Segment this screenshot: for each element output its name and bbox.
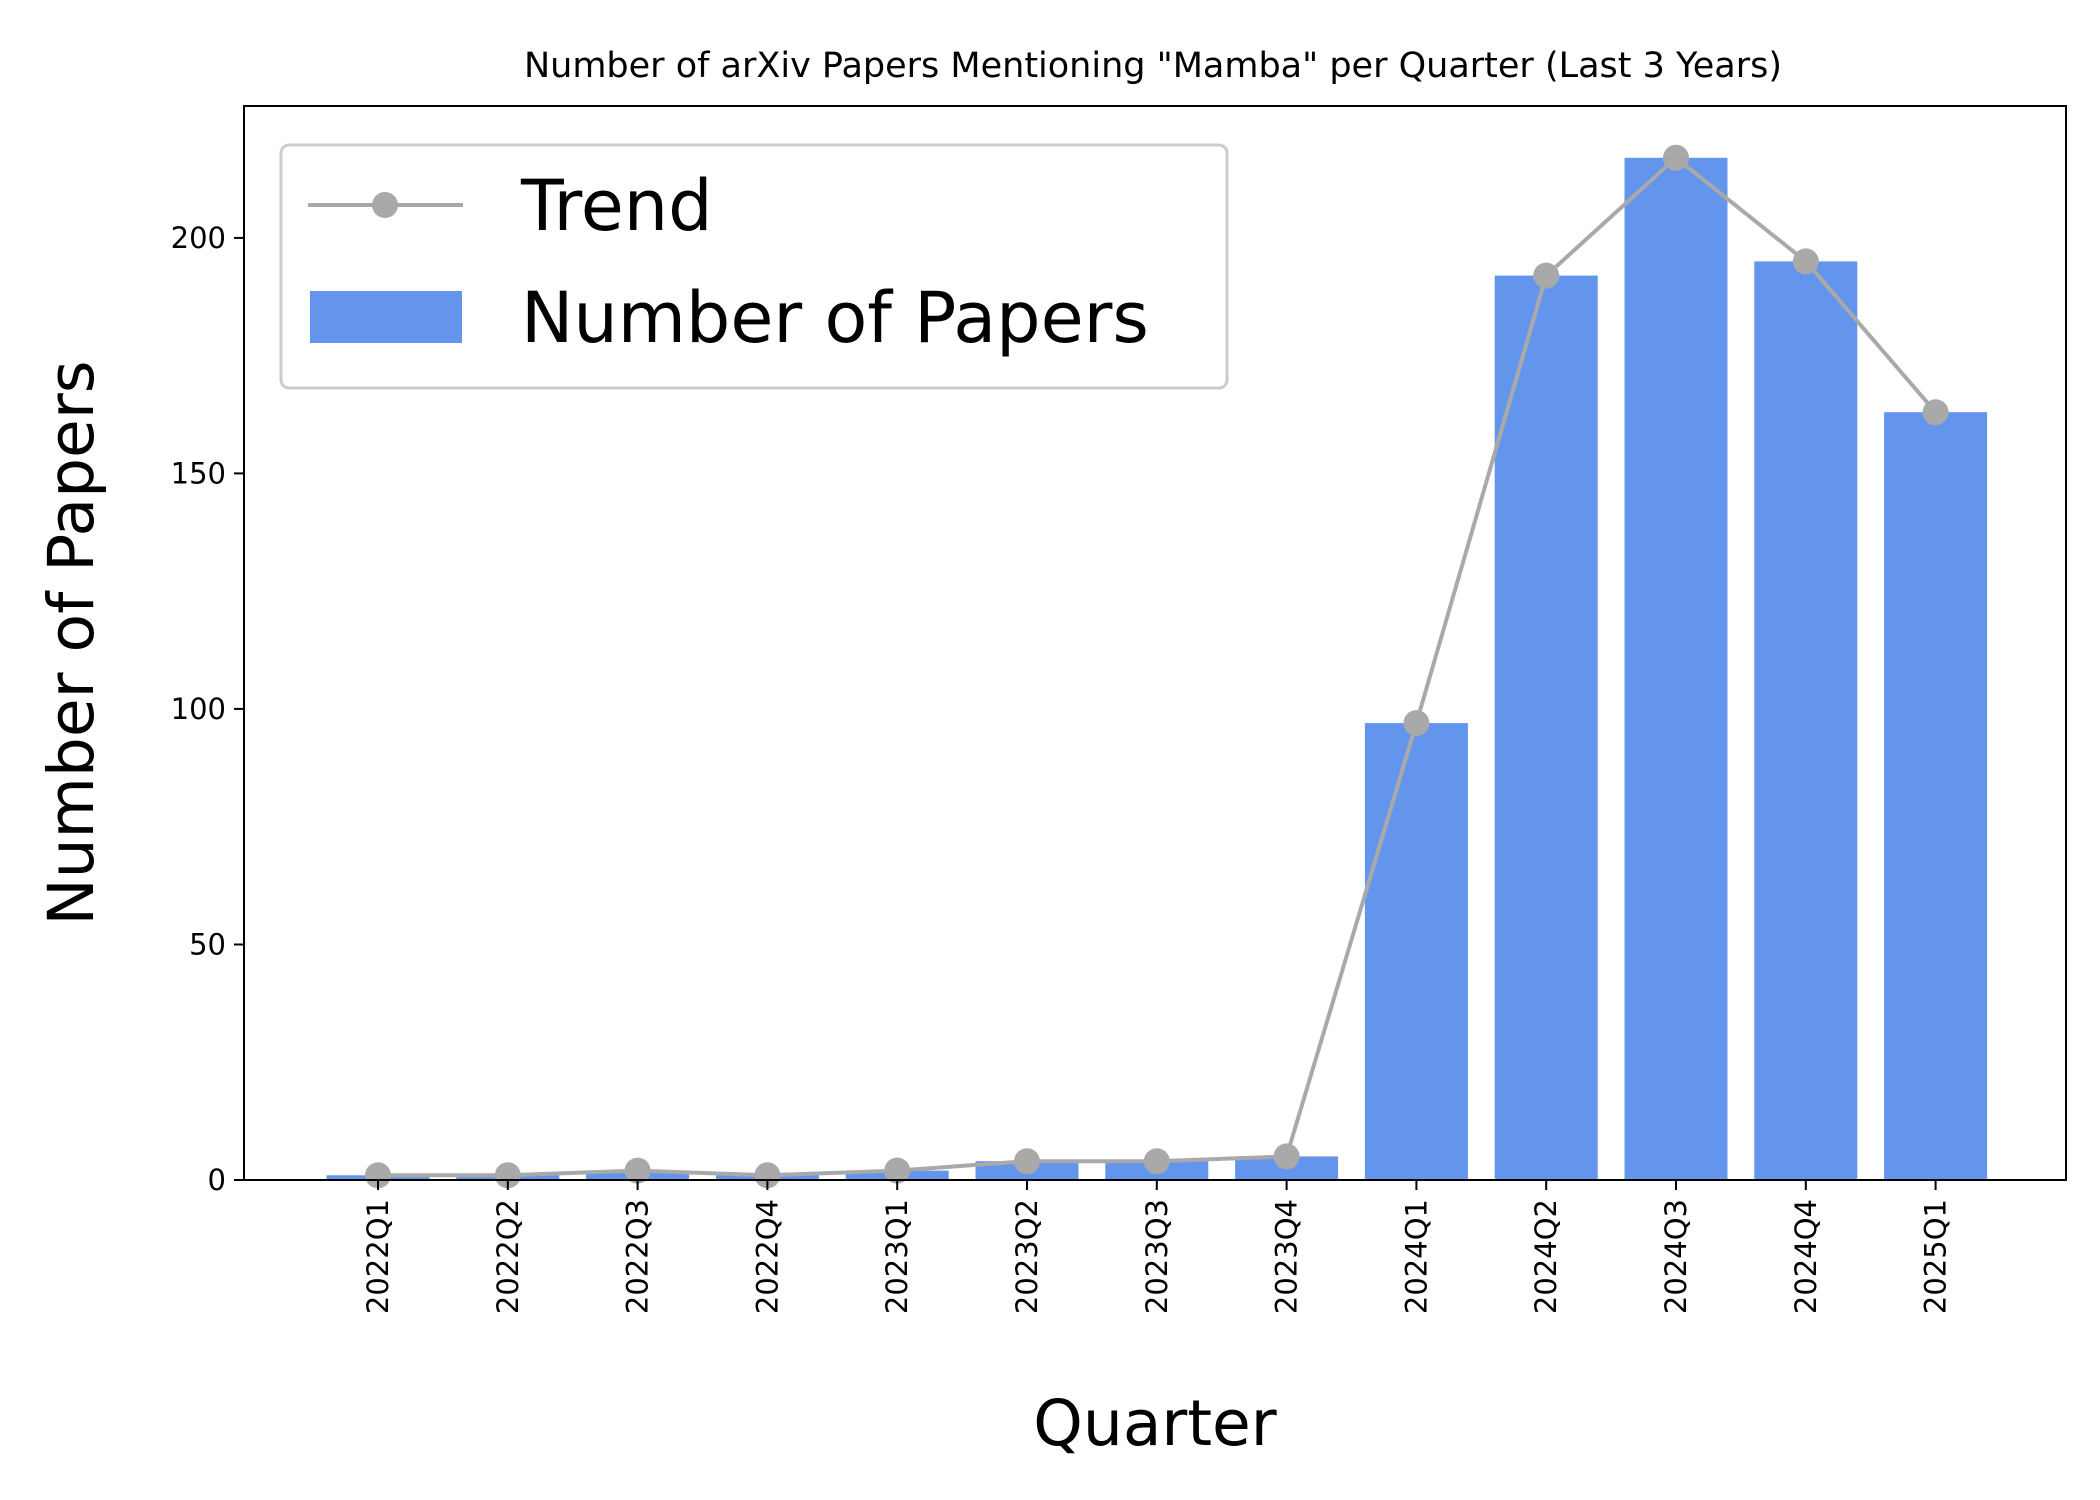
legend-bar-swatch	[310, 291, 462, 343]
trend-point-2023Q4	[1273, 1143, 1300, 1170]
bar-2024Q3	[1624, 157, 1728, 1181]
legend-box	[279, 143, 1229, 390]
bar-2025Q1	[1884, 412, 1988, 1180]
trend-point-2024Q1	[1403, 710, 1430, 737]
bars-group	[326, 157, 1988, 1181]
y-axis: 0 50 100 150 200	[171, 221, 244, 1197]
x-tick-label-2023Q1: 2023Q1	[880, 1199, 914, 1314]
x-tick-label-2023Q2: 2023Q2	[1010, 1199, 1044, 1314]
legend-trend-label: Trend	[520, 165, 713, 247]
bar-2024Q4	[1754, 261, 1858, 1180]
x-tick-label-2024Q3: 2024Q3	[1659, 1199, 1693, 1314]
x-tick-label-2024Q4: 2024Q4	[1789, 1199, 1823, 1314]
plot-frame	[243, 105, 2067, 1181]
y-tick-label-0: 0	[208, 1163, 226, 1197]
x-tick-label-2023Q3: 2023Q3	[1140, 1199, 1174, 1314]
chart-title: Number of arXiv Papers Mentioning "Mamba…	[524, 46, 1782, 86]
y-axis-label: Number of Papers	[35, 360, 108, 925]
bar-2024Q1	[1364, 723, 1468, 1180]
x-tick-label-2022Q3: 2022Q3	[621, 1199, 655, 1314]
trend-point-2025Q1	[1922, 399, 1949, 426]
trend-point-2022Q4	[754, 1162, 781, 1189]
legend-trend-marker	[372, 192, 398, 218]
x-tick-label-2023Q4: 2023Q4	[1270, 1199, 1304, 1314]
y-tick-label-150: 150	[171, 456, 226, 490]
trend-point-2024Q3	[1663, 144, 1689, 171]
x-axis-label: Quarter	[1033, 1387, 1276, 1460]
legend-bar-label: Number of Papers	[521, 277, 1149, 359]
bar-2024Q2	[1494, 275, 1598, 1181]
y-tick-label-50: 50	[189, 928, 226, 962]
legend: Trend Number of Papers	[279, 143, 1229, 390]
x-tick-label-2022Q4: 2022Q4	[750, 1199, 784, 1314]
x-tick-label-2025Q1: 2025Q1	[1919, 1199, 1953, 1314]
trend-point-2022Q2	[494, 1162, 521, 1189]
trend-point-2023Q1	[884, 1157, 911, 1184]
trend-point-2022Q1	[365, 1162, 391, 1189]
x-tick-label-2024Q2: 2024Q2	[1529, 1199, 1563, 1314]
trend-point-2022Q3	[624, 1157, 651, 1184]
trend-point-2024Q2	[1533, 262, 1560, 289]
trend-point-2023Q3	[1143, 1148, 1170, 1175]
x-axis: 2022Q1 2022Q2 2022Q3 2022Q4 2023Q1 2023Q2 2023…	[361, 1180, 1953, 1314]
y-tick-label-200: 200	[171, 221, 226, 255]
trend-point-2023Q2	[1014, 1148, 1040, 1175]
trend-group	[365, 144, 1949, 1189]
x-tick-label-2022Q1: 2022Q1	[361, 1199, 395, 1314]
y-tick-label-100: 100	[171, 692, 226, 726]
x-tick-label-2022Q2: 2022Q2	[491, 1199, 525, 1314]
trend-point-2024Q4	[1792, 248, 1819, 275]
x-tick-label-2024Q1: 2024Q1	[1399, 1199, 1433, 1314]
